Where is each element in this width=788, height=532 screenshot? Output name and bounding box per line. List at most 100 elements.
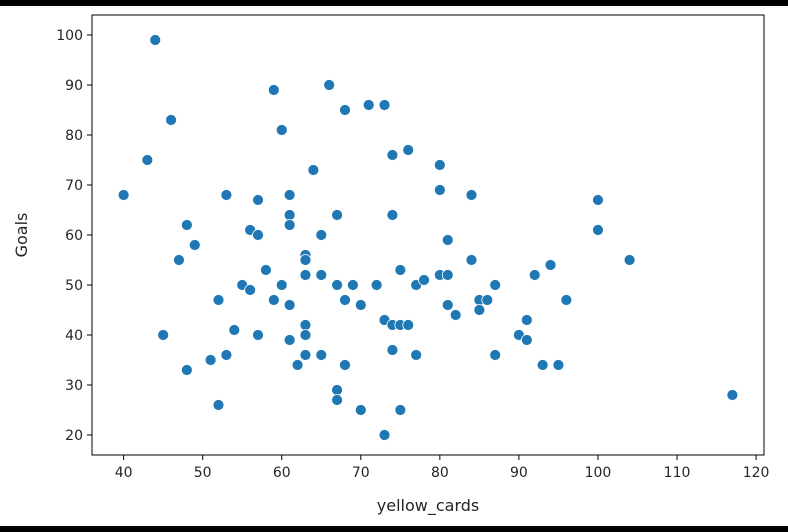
data-point — [473, 304, 486, 316]
data-point — [544, 259, 557, 271]
y-tick-label: 30 — [65, 378, 83, 394]
data-point — [449, 309, 462, 321]
data-point — [354, 299, 367, 311]
data-point — [378, 99, 391, 111]
data-point — [536, 359, 549, 371]
data-point — [212, 399, 225, 411]
data-point — [402, 144, 415, 156]
data-point — [441, 269, 454, 281]
x-tick-label: 120 — [743, 465, 770, 481]
data-point — [592, 224, 604, 236]
data-point — [370, 279, 383, 291]
data-point — [204, 354, 217, 366]
x-tick-label: 70 — [352, 465, 370, 481]
data-point — [441, 299, 454, 311]
data-point — [394, 264, 407, 276]
x-axis: 40 50 60 70 80 90 100 110 120 — [115, 455, 770, 481]
figure-canvas: 40 50 60 70 80 90 100 110 120 20 30 40 50 60 70 80 90 10… — [0, 6, 788, 526]
data-point — [354, 404, 367, 416]
data-point — [267, 84, 280, 96]
data-point — [592, 194, 604, 206]
x-tick-label: 110 — [664, 465, 691, 481]
data-point — [165, 114, 177, 126]
data-point — [331, 279, 343, 291]
y-tick-label: 40 — [65, 328, 83, 344]
data-point — [346, 279, 359, 291]
data-point — [528, 269, 541, 281]
data-point — [386, 344, 399, 356]
data-point — [252, 329, 264, 341]
x-tick-label: 50 — [194, 465, 212, 481]
data-point — [315, 269, 328, 281]
data-point — [331, 394, 343, 406]
data-point — [228, 324, 241, 336]
data-point — [489, 279, 502, 291]
data-point — [188, 239, 201, 251]
data-point — [299, 329, 312, 341]
y-tick-label: 90 — [65, 78, 83, 94]
data-point — [418, 274, 430, 286]
data-point — [465, 254, 478, 266]
scatter-chart: 40 50 60 70 80 90 100 110 120 20 30 40 50 60 70 80 90 10… — [12, 14, 770, 516]
data-point — [623, 254, 636, 266]
data-point — [299, 319, 312, 331]
data-point — [433, 159, 446, 171]
y-tick-label: 100 — [56, 28, 83, 44]
data-point — [141, 154, 154, 166]
data-point — [386, 209, 399, 221]
y-axis: 20 30 40 50 60 70 80 90 100 — [56, 28, 92, 444]
y-tick-label: 80 — [65, 128, 83, 144]
data-point — [339, 294, 351, 306]
x-axis-label: yellow_cards — [377, 496, 479, 516]
data-point — [386, 149, 399, 161]
data-point — [299, 269, 312, 281]
data-point — [283, 209, 296, 221]
data-point — [402, 319, 415, 331]
data-point — [291, 359, 304, 371]
data-point — [267, 294, 280, 306]
data-point — [339, 359, 351, 371]
y-tick-label: 50 — [65, 278, 83, 294]
data-point — [212, 294, 225, 306]
data-point — [283, 189, 296, 201]
data-point — [275, 124, 288, 136]
data-point — [465, 189, 478, 201]
data-point — [520, 314, 533, 326]
data-point — [410, 349, 423, 361]
data-point — [315, 229, 328, 241]
data-point — [283, 299, 296, 311]
data-point — [481, 294, 494, 306]
y-axis-label: Goals — [12, 213, 31, 258]
x-tick-label: 60 — [273, 465, 291, 481]
data-point — [283, 334, 296, 346]
data-point — [331, 384, 343, 396]
data-point — [180, 364, 193, 376]
x-tick-label: 90 — [510, 465, 528, 481]
data-point — [220, 349, 233, 361]
data-point — [433, 184, 446, 196]
data-point — [283, 219, 296, 231]
data-point — [244, 284, 257, 296]
data-point — [726, 389, 739, 401]
data-point — [299, 349, 312, 361]
data-point — [173, 254, 185, 266]
data-point — [117, 189, 130, 201]
data-point — [157, 329, 170, 341]
data-point — [552, 359, 565, 371]
data-point — [331, 209, 343, 221]
data-point — [520, 334, 533, 346]
data-point — [394, 404, 407, 416]
x-tick-label: 40 — [115, 465, 133, 481]
x-tick-label: 80 — [431, 465, 449, 481]
plot-area — [91, 14, 765, 456]
y-tick-label: 20 — [65, 428, 83, 444]
data-point — [560, 294, 573, 306]
data-point — [323, 79, 336, 91]
data-points — [117, 34, 739, 441]
data-point — [489, 349, 502, 361]
data-point — [362, 99, 375, 111]
data-point — [252, 229, 264, 241]
data-point — [299, 254, 312, 266]
data-point — [315, 349, 328, 361]
data-point — [307, 164, 320, 176]
